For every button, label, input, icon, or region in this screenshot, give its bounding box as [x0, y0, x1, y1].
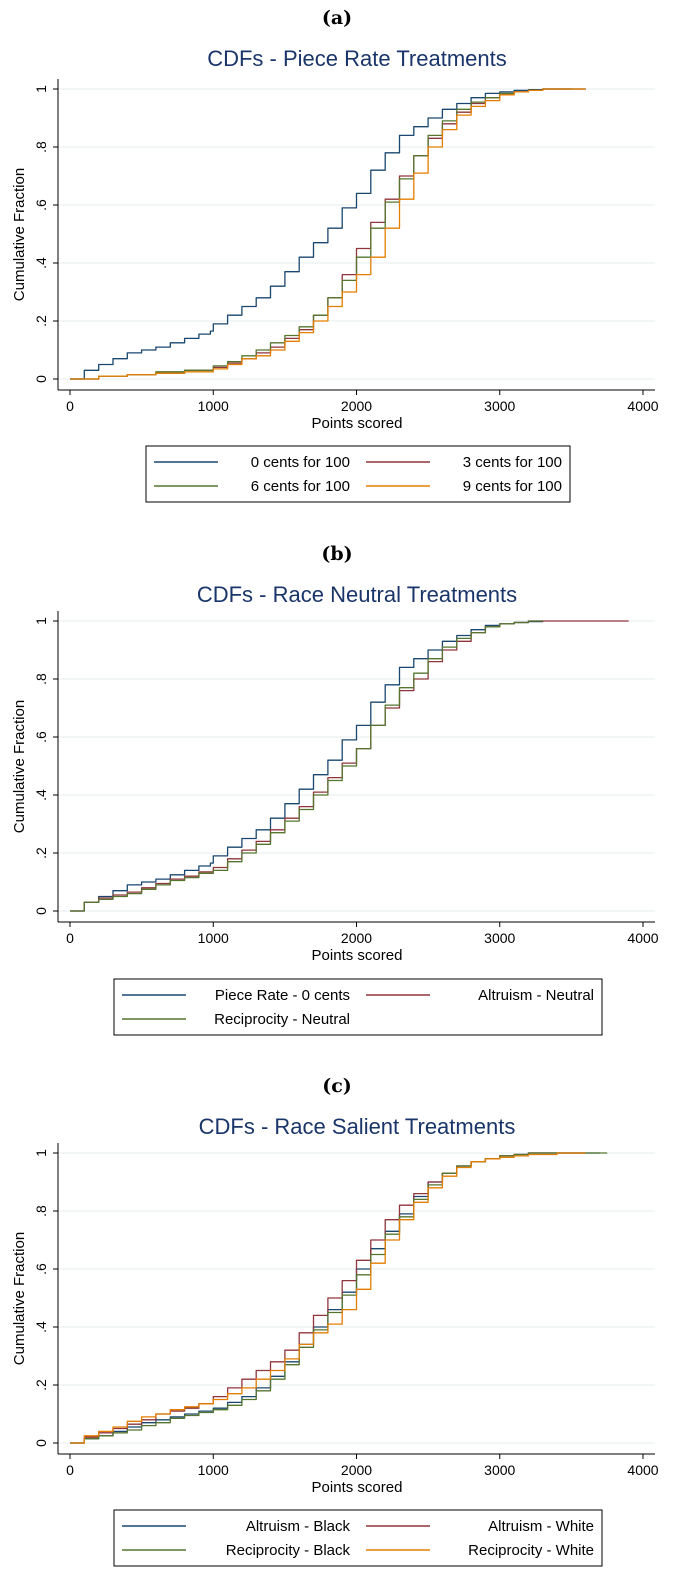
x-tick-label: 1000: [198, 398, 229, 414]
y-axis-title: Cumulative Fraction: [11, 700, 28, 833]
x-tick-label: 2000: [341, 398, 372, 414]
x-tick-label: 0: [66, 930, 74, 946]
legend-label: Reciprocity - White: [468, 1542, 594, 1559]
x-tick-label: 1000: [198, 930, 229, 946]
series-line-2: [70, 620, 543, 912]
legend-label: Piece Rate - 0 cents: [215, 987, 350, 1004]
legend-label: 9 cents for 100: [463, 478, 562, 495]
chart-title: CDFs - Race Salient Treatments: [199, 1114, 516, 1139]
x-tick-label: 2000: [341, 1462, 372, 1478]
y-axis-title: Cumulative Fraction: [11, 1232, 28, 1365]
x-tick-label: 2000: [341, 930, 372, 946]
y-tick-label: .8: [33, 1205, 49, 1217]
x-tick-label: 3000: [484, 930, 515, 946]
chart-panel-1: (b) CDFs - Race Neutral Treatments 0 .2 .4 .6…: [11, 543, 659, 1036]
legend-label: Reciprocity - Black: [226, 1542, 351, 1559]
y-tick-label: 1: [33, 617, 49, 625]
chart-title: CDFs - Piece Rate Treatments: [207, 46, 507, 71]
legend-box: [145, 445, 571, 503]
x-tick-label: 0: [66, 398, 74, 414]
legend-label: Altruism - Neutral: [478, 987, 594, 1004]
legend-label: 6 cents for 100: [251, 478, 350, 495]
y-tick-label: .2: [33, 315, 49, 327]
x-tick-label: 3000: [484, 1462, 515, 1478]
y-tick-label: 0: [33, 375, 49, 383]
x-axis-title: Points scored: [312, 947, 403, 964]
y-tick-label: .6: [33, 1263, 49, 1275]
series-line-0: [70, 620, 544, 912]
series-line-3: [70, 88, 586, 380]
chart-panel-2: (c) CDFs - Race Salient Treatments 0 .2 .4 .6…: [11, 1075, 659, 1567]
y-tick-label: 0: [33, 907, 49, 915]
y-tick-label: .8: [33, 141, 49, 153]
legend-label: 0 cents for 100: [251, 454, 350, 471]
chart-title: CDFs - Race Neutral Treatments: [197, 582, 517, 607]
panel-label: (b): [321, 543, 352, 565]
series-line-3: [70, 1152, 586, 1444]
y-tick-label: 1: [33, 85, 49, 93]
y-tick-label: .4: [33, 1321, 49, 1333]
series-line-0: [70, 88, 572, 380]
y-tick-label: 1: [33, 1149, 49, 1157]
x-axis-title: Points scored: [312, 1479, 403, 1496]
y-tick-label: .6: [33, 731, 49, 743]
legend-label: Altruism - Black: [246, 1518, 351, 1535]
y-axis-title: Cumulative Fraction: [11, 168, 28, 301]
x-tick-label: 4000: [627, 398, 658, 414]
panel-label: (c): [322, 1075, 352, 1097]
y-tick-label: .6: [33, 199, 49, 211]
legend-box: [113, 1509, 603, 1567]
y-tick-label: .2: [33, 847, 49, 859]
legend-label: Altruism - White: [488, 1518, 594, 1535]
x-tick-label: 3000: [484, 398, 515, 414]
legend-label: Reciprocity - Neutral: [214, 1011, 350, 1028]
y-tick-label: .4: [33, 257, 49, 269]
y-tick-label: 0: [33, 1439, 49, 1447]
y-tick-label: .8: [33, 673, 49, 685]
y-tick-label: .2: [33, 1379, 49, 1391]
x-tick-label: 1000: [198, 1462, 229, 1478]
panel-label: (a): [322, 7, 352, 29]
y-tick-label: .4: [33, 789, 49, 801]
chart-panel-0: (a) CDFs - Piece Rate Treatments 0 .2 .4 .6 .8…: [11, 7, 659, 503]
x-tick-label: 4000: [627, 930, 658, 946]
x-tick-label: 4000: [627, 1462, 658, 1478]
x-tick-label: 0: [66, 1462, 74, 1478]
series-line-1: [70, 1152, 586, 1444]
x-axis-title: Points scored: [312, 415, 403, 432]
legend-box: [113, 978, 603, 1036]
legend-label: 3 cents for 100: [463, 454, 562, 471]
